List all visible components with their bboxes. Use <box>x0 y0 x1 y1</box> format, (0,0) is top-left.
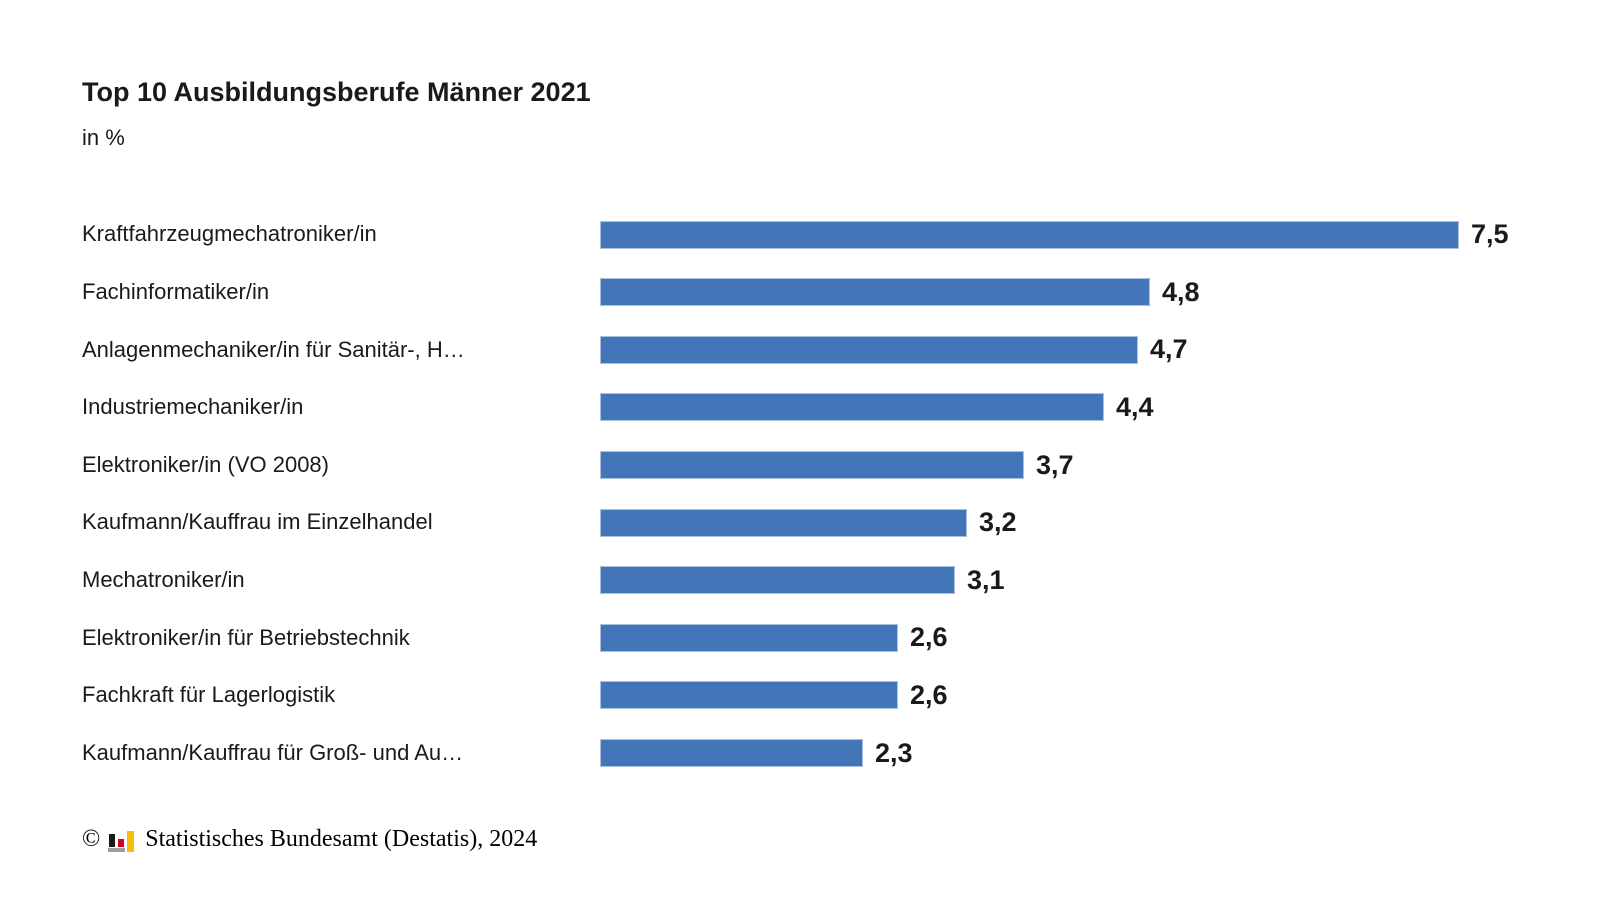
bar <box>600 451 1024 480</box>
bar <box>600 623 898 652</box>
category-label: Kaufmann/Kauffrau für Groß- und Au… <box>82 739 464 765</box>
logo-red-bar <box>118 839 125 848</box>
chart-row: Elektroniker/in für Betriebstechnik 2,6 <box>82 609 1560 667</box>
chart-row: Fachkraft für Lagerlogistik 2,6 <box>82 667 1560 725</box>
bar <box>600 393 1104 422</box>
value-label: 3,7 <box>1036 449 1074 480</box>
value-label: 4,7 <box>1150 334 1188 365</box>
chart-title: Top 10 Ausbildungsberufe Männer 2021 <box>82 77 591 107</box>
bar <box>600 681 898 710</box>
value-label: 4,4 <box>1116 391 1154 422</box>
bar <box>600 566 955 595</box>
chart-page: Top 10 Ausbildungsberufe Männer 2021 in … <box>0 76 1600 853</box>
chart-row: Anlagenmechaniker/in für Sanitär-, H… 4,7 <box>82 321 1560 379</box>
source-text: Statistisches Bundesamt (Destatis), 2024 <box>145 825 538 852</box>
bar-chart: Kraftfahrzeugmechatroniker/in 7,5 Fachinfo… <box>82 206 1560 782</box>
value-label: 4,8 <box>1162 276 1200 307</box>
category-label: Industriemechaniker/in <box>82 394 304 420</box>
source-footer: © Statistisches Bundesamt (Destatis), 20… <box>82 826 1560 853</box>
bar <box>600 278 1150 307</box>
value-label: 7,5 <box>1471 219 1509 250</box>
category-label: Kraftfahrzeugmechatroniker/in <box>82 221 377 247</box>
category-label: Elektroniker/in für Betriebstechnik <box>82 624 410 650</box>
category-label: Anlagenmechaniker/in für Sanitär-, H… <box>82 336 465 362</box>
chart-row: Fachinformatiker/in 4,8 <box>82 263 1560 321</box>
value-label: 2,3 <box>875 737 913 768</box>
category-label: Fachinformatiker/in <box>82 279 270 305</box>
category-label: Fachkraft für Lagerlogistik <box>82 682 336 708</box>
bar <box>600 335 1138 364</box>
value-label: 2,6 <box>910 622 948 653</box>
category-label: Elektroniker/in (VO 2008) <box>82 451 329 477</box>
copyright-symbol: © <box>82 825 101 852</box>
chart-row: Kaufmann/Kauffrau im Einzelhandel 3,2 <box>82 494 1560 552</box>
chart-row: Elektroniker/in (VO 2008) 3,7 <box>82 436 1560 494</box>
chart-subtitle: in % <box>82 125 125 151</box>
logo-black-bar <box>109 834 116 848</box>
bar <box>600 508 967 537</box>
destatis-logo-icon <box>108 826 135 853</box>
chart-row: Kraftfahrzeugmechatroniker/in 7,5 <box>82 206 1560 264</box>
category-label: Kaufmann/Kauffrau im Einzelhandel <box>82 509 433 535</box>
value-label: 2,6 <box>910 679 948 710</box>
bar <box>600 739 863 768</box>
value-label: 3,1 <box>967 564 1005 595</box>
chart-row: Industriemechaniker/in 4,4 <box>82 379 1560 437</box>
category-label: Mechatroniker/in <box>82 567 245 593</box>
bar <box>600 220 1459 249</box>
chart-row: Kaufmann/Kauffrau für Groß- und Au… 2,3 <box>82 724 1560 782</box>
logo-gold-bar <box>127 831 135 853</box>
chart-row: Mechatroniker/in 3,1 <box>82 551 1560 609</box>
logo-base-bar <box>108 848 126 853</box>
value-label: 3,2 <box>979 507 1017 538</box>
